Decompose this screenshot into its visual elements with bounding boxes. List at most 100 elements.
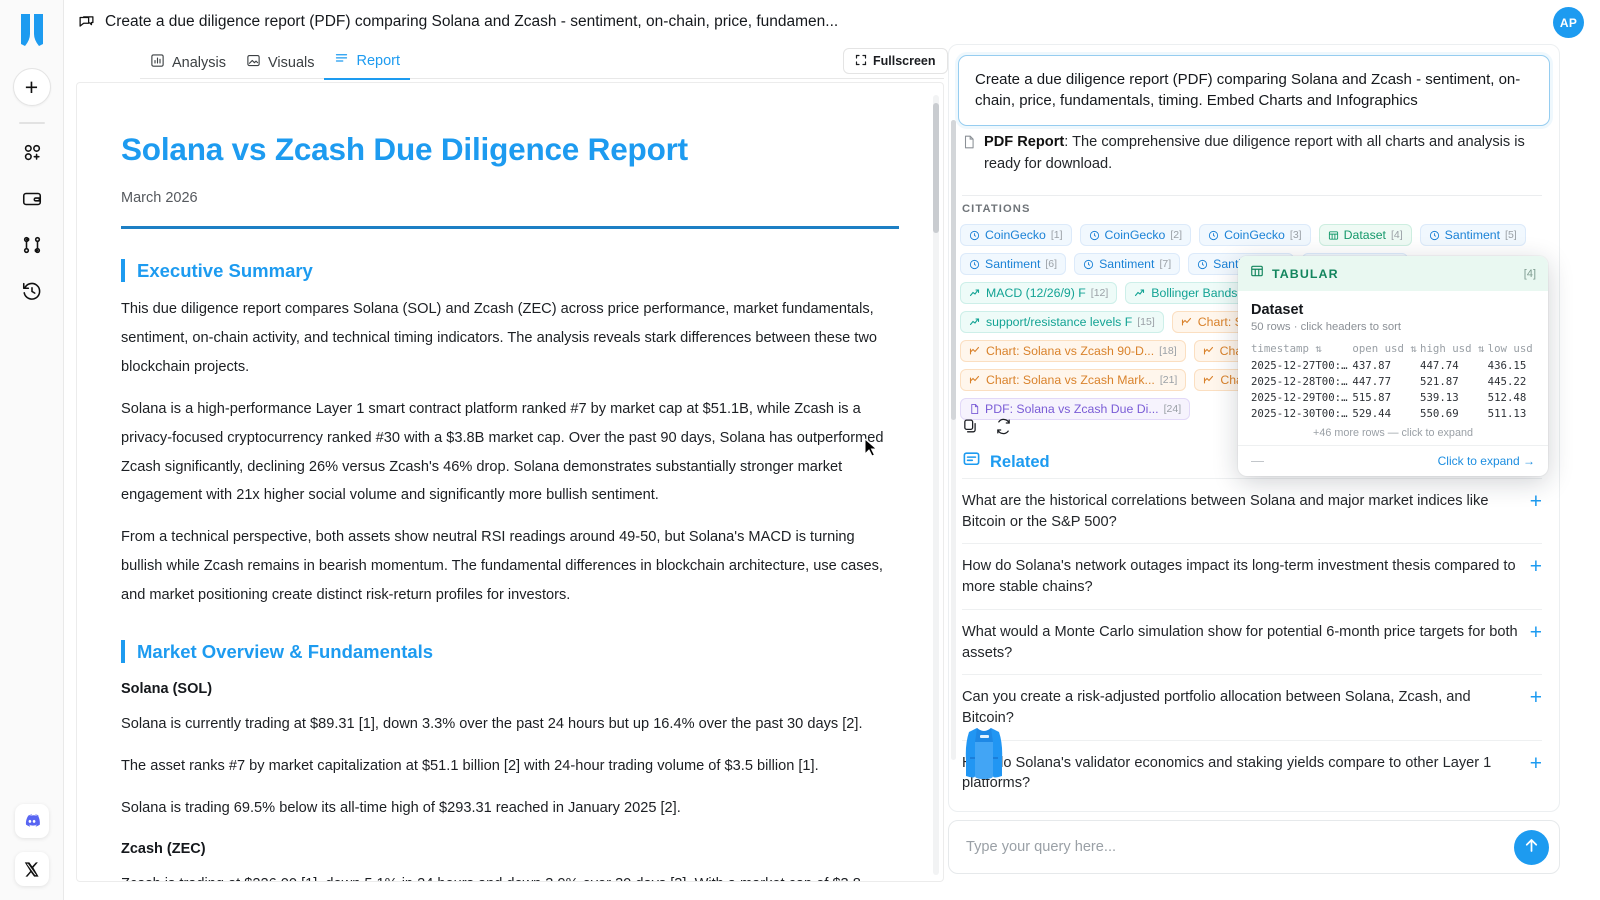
query-input-placeholder[interactable]: Type your query here...: [966, 839, 1117, 855]
expand-icon: [855, 54, 867, 69]
citation-chip-dataset[interactable]: Dataset [4]: [1318, 224, 1412, 246]
left-rail: +: [0, 0, 64, 900]
new-chat-button[interactable]: +: [12, 68, 51, 106]
citation-label: Chart: Solana vs Zcash Mark...: [986, 373, 1155, 387]
report-divider: [121, 226, 899, 229]
chart-line-icon: [1203, 345, 1215, 357]
paragraph: Solana is trading 69.5% below its all-ti…: [121, 799, 681, 816]
users-add-icon: [24, 144, 40, 161]
copy-button[interactable]: [962, 418, 979, 440]
plus-icon[interactable]: +: [1529, 490, 1542, 513]
page-title: Create a due diligence report (PDF) comp…: [105, 13, 839, 30]
related-question-text: What would a Monte Carlo simulation show…: [962, 623, 1518, 661]
rail-item-compare[interactable]: [12, 228, 52, 262]
cell-low: 445.22: [1487, 374, 1527, 388]
paragraph: From a technical perspective, both asset…: [121, 529, 883, 604]
rail-item-x[interactable]: [14, 852, 49, 886]
column-header-open-usd[interactable]: open usd ⇅: [1352, 342, 1417, 355]
cell-high: 521.87: [1420, 374, 1459, 388]
citation-chip[interactable]: Chart: Solana vs Zcash 90-D... [18]: [960, 340, 1186, 362]
fullscreen-button[interactable]: Fullscreen: [843, 48, 948, 74]
send-button[interactable]: [1514, 830, 1549, 865]
subheading-solana: Solana (SOL): [121, 681, 213, 698]
rail-item-discord[interactable]: [14, 804, 49, 838]
list-item[interactable]: Can you create a risk-adjusted portfolio…: [962, 675, 1542, 741]
list-item[interactable]: How do Solana's network outages impact i…: [962, 544, 1542, 610]
rail-item-wallet[interactable]: [12, 182, 52, 216]
citation-label: Santiment: [1444, 228, 1501, 242]
arrow-up-icon: [1522, 836, 1541, 860]
clock-icon: [1208, 230, 1219, 241]
citation-chip[interactable]: Chart: Solana vs Zcash Mark... [21]: [960, 369, 1187, 391]
clock-icon: [1429, 230, 1440, 241]
column-header-low-usd[interactable]: low usd: [1487, 342, 1533, 355]
chart-line-icon: [969, 345, 981, 357]
list-item[interactable]: What are the historical correlations bet…: [962, 478, 1542, 545]
expand-link[interactable]: Click to expand →: [1437, 453, 1535, 468]
regenerate-button[interactable]: [995, 418, 1012, 440]
mouse-cursor: [864, 437, 878, 458]
related-heading-label: Related: [990, 452, 1050, 471]
paragraph: Solana is currently trading at $89.31 [1…: [121, 716, 863, 733]
clock-icon: [969, 259, 980, 270]
tab-report-label: Report: [356, 52, 401, 69]
chart-line-icon: [1181, 316, 1193, 328]
rail-item-invite-members[interactable]: [12, 136, 52, 170]
panel-scrollbar-thumb[interactable]: [951, 120, 956, 420]
plus-icon[interactable]: +: [1529, 686, 1542, 710]
list-item[interactable]: How do Solana's validator economics and …: [962, 741, 1542, 805]
panel-scroll-track[interactable]: [951, 120, 956, 760]
cell-high: 447.74: [1420, 358, 1459, 372]
document-scrollbar-thumb[interactable]: [933, 103, 939, 233]
column-header-high-usd[interactable]: high usd ⇅: [1420, 342, 1485, 355]
citations-label: CITATIONS: [962, 203, 1031, 215]
collapse-button[interactable]: —: [1251, 453, 1264, 468]
paragraph: This due diligence report compares Solan…: [121, 301, 878, 375]
rail-divider: [18, 122, 45, 124]
cell-high: 550.69: [1420, 406, 1459, 420]
plus-icon[interactable]: +: [1529, 555, 1542, 579]
related-question-text: How do Solana's network outages impact i…: [962, 558, 1516, 596]
citations-divider: [962, 195, 1542, 196]
citation-chip[interactable]: CoinGecko [3]: [1199, 224, 1311, 246]
paragraph: Solana is a high-performance Layer 1 sma…: [121, 400, 884, 504]
avatar[interactable]: AP: [1553, 7, 1584, 38]
citation-chip[interactable]: CoinGecko [1]: [960, 224, 1072, 246]
tab-report[interactable]: Report: [324, 46, 411, 80]
plus-icon[interactable]: +: [1529, 751, 1542, 775]
citation-chip[interactable]: Santiment [7]: [1074, 253, 1181, 275]
citation-chip[interactable]: MACD (12/26/9) F [12]: [960, 282, 1118, 304]
document-scroll-track[interactable]: [933, 95, 939, 875]
top-bar: Create a due diligence report (PDF) comp…: [64, 0, 1600, 44]
app-logo[interactable]: [15, 12, 49, 50]
related-questions-list: What are the historical correlations bet…: [962, 478, 1542, 805]
citation-number: [6]: [1045, 258, 1058, 270]
plus-icon[interactable]: +: [1529, 620, 1542, 644]
tooltip-header: TABULAR [4]: [1238, 256, 1548, 291]
citation-chip[interactable]: Santiment [6]: [960, 253, 1067, 275]
cell-open: 529.44: [1352, 406, 1392, 420]
cell-timestamp: 2025-12-29T00:…: [1251, 390, 1348, 404]
citation-chip-pdf[interactable]: PDF: Solana vs Zcash Due Di... [24]: [960, 398, 1191, 420]
table-row: 2025-12-27T00:… 437.87 447.74 436.15: [1251, 357, 1535, 373]
query-composer[interactable]: Type your query here...: [948, 820, 1560, 874]
chart-line-icon: [1203, 374, 1215, 386]
list-item[interactable]: What would a Monte Carlo simulation show…: [962, 610, 1542, 676]
citation-chip[interactable]: Santiment [5]: [1419, 224, 1526, 246]
tab-analysis[interactable]: Analysis: [140, 48, 236, 80]
clock-icon: [969, 230, 980, 241]
more-rows-note[interactable]: +46 more rows — click to expand: [1313, 427, 1473, 439]
citation-number: [24]: [1163, 403, 1182, 415]
citation-label: Chart: Solana vs Zcash 90-D...: [986, 344, 1155, 358]
citation-chip[interactable]: support/resistance levels F [15]: [960, 311, 1164, 333]
vest-jacket-logo: [962, 722, 1006, 784]
rail-item-history[interactable]: [12, 274, 52, 308]
column-header-timestamp[interactable]: timestamp ⇅: [1251, 342, 1322, 355]
user-query-bubble[interactable]: Create a due diligence report (PDF) comp…: [958, 55, 1550, 126]
tab-visuals[interactable]: Visuals: [236, 48, 324, 80]
dataset-preview-tooltip[interactable]: TABULAR [4] Dataset 50 rows · click head…: [1238, 256, 1548, 476]
citation-number: [3]: [1289, 229, 1302, 241]
citation-chip[interactable]: CoinGecko [2]: [1079, 224, 1192, 246]
tooltip-citation-badge: [4]: [1523, 267, 1536, 280]
citation-label: CoinGecko: [1104, 228, 1166, 242]
